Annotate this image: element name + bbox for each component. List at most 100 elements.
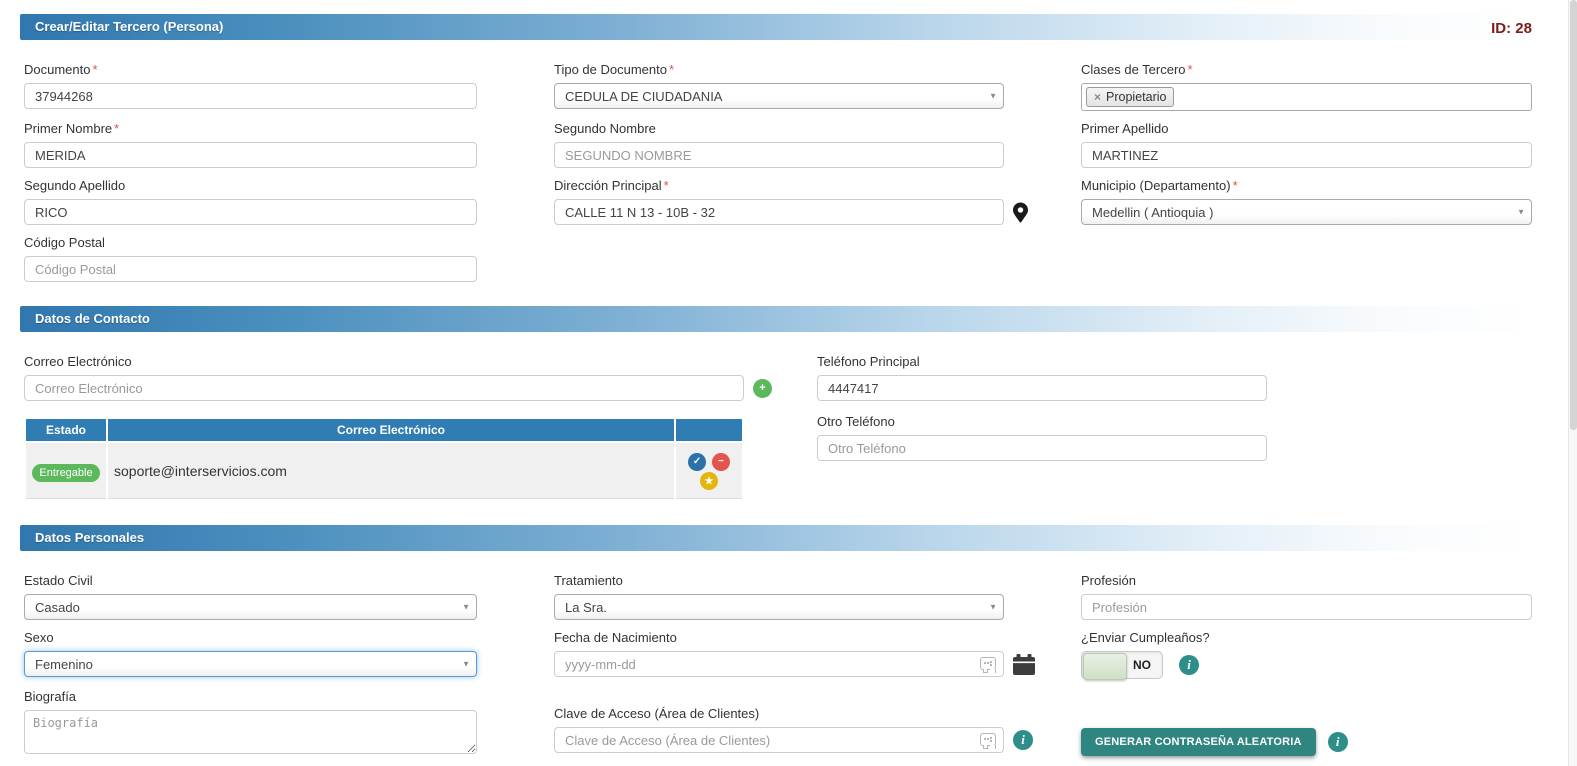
info-icon: i	[1021, 732, 1025, 747]
clave-info-button[interactable]: i	[1013, 730, 1033, 750]
sexo-value: Femenino	[35, 656, 93, 672]
telefono-principal-label: Teléfono Principal	[817, 354, 920, 369]
clases-tercero-label: Clases de Tercero *	[1081, 62, 1193, 77]
chevron-down-icon: ▼	[462, 659, 470, 669]
required-mark: *	[114, 121, 120, 136]
profesion-label: Profesión	[1081, 573, 1136, 588]
panel-title-bar: Crear/Editar Tercero (Persona)	[20, 14, 1532, 40]
scrollbar[interactable]	[1568, 0, 1577, 766]
contacto-section: Correo Electrónico + Estado Correo Elect…	[20, 332, 1532, 501]
personales-section-bar: Datos Personales	[20, 525, 1532, 551]
map-marker-icon[interactable]	[1013, 202, 1028, 223]
primer-nombre-input[interactable]	[24, 142, 477, 168]
documento-label: Documento *	[24, 62, 98, 77]
tag-propietario: × Propietario	[1086, 87, 1175, 107]
contacto-section-bar: Datos de Contacto	[20, 306, 1532, 332]
calendar-icon[interactable]	[1013, 653, 1035, 675]
otro-telefono-label: Otro Teléfono	[817, 414, 895, 429]
correo-label: Correo Electrónico	[24, 354, 132, 369]
clases-tercero-multiselect[interactable]: × Propietario	[1081, 83, 1532, 111]
tipo-documento-value: CEDULA DE CIUDADANIA	[565, 88, 723, 104]
required-mark: *	[92, 62, 98, 77]
required-mark: *	[663, 178, 669, 193]
estado-civil-select[interactable]: Casado ▼	[24, 594, 477, 620]
keepass-icon[interactable]	[980, 733, 996, 749]
form-row-4: Código Postal	[24, 235, 1532, 282]
biografia-label: Biografía	[24, 689, 77, 704]
primary-email-button[interactable]: ★	[700, 472, 718, 490]
biografia-textarea[interactable]	[24, 710, 477, 754]
info-icon: i	[1187, 657, 1191, 672]
estado-civil-label: Estado Civil	[24, 573, 93, 588]
main-form: Crear/Editar Tercero (Persona) Documento…	[20, 0, 1532, 766]
telefono-principal-input[interactable]	[817, 375, 1267, 401]
delete-email-button[interactable]: −	[711, 452, 730, 471]
generar-contrasena-button[interactable]: GENERAR CONTRASEÑA ALEATORIA	[1081, 728, 1316, 756]
verify-email-button[interactable]: ✓	[688, 452, 707, 471]
municipio-value: Medellin ( Antioquia )	[1092, 204, 1214, 220]
add-email-button[interactable]: +	[753, 378, 772, 398]
direccion-label: Dirección Principal *	[554, 178, 669, 193]
sexo-label: Sexo	[24, 630, 54, 645]
tratamiento-label: Tratamiento	[554, 573, 623, 588]
municipio-select[interactable]: Medellin ( Antioquia ) ▼	[1081, 199, 1532, 225]
personales-row-2: Sexo Femenino ▼ Fecha de Nacimiento	[24, 630, 1532, 680]
email-actions-cell: ✓ − ★	[676, 443, 742, 499]
generar-info-button[interactable]: i	[1327, 732, 1348, 752]
sexo-select[interactable]: Femenino ▼	[24, 651, 477, 677]
direccion-input[interactable]	[554, 199, 1004, 225]
tipo-documento-label: Tipo de Documento *	[554, 62, 675, 77]
identification-section: Documento* Tipo de Documento* CEDULA DE …	[20, 40, 1532, 282]
codigo-postal-label: Código Postal	[24, 235, 105, 250]
correo-input[interactable]	[24, 375, 744, 401]
record-id: ID: 28	[1491, 20, 1532, 37]
check-icon: ✓	[692, 456, 702, 467]
personales-row-3: Biografía Clave de Acceso (Área de Clien…	[24, 689, 1532, 759]
email-cell: soporte@interservicios.com	[108, 443, 674, 499]
required-mark: *	[1232, 178, 1238, 193]
tag-label: Propietario	[1106, 90, 1167, 104]
estado-civil-value: Casado	[35, 599, 80, 615]
email-table-header-correo: Correo Electrónico	[108, 419, 674, 441]
minus-icon: −	[718, 456, 724, 467]
required-mark: *	[1187, 62, 1193, 77]
tratamiento-value: La Sra.	[565, 599, 607, 615]
chevron-down-icon: ▼	[1517, 207, 1525, 217]
personales-row-1: Estado Civil Casado ▼ Tratamiento La Sra…	[24, 573, 1532, 620]
table-row: Entregable soporte@interservicios.com ✓ …	[26, 443, 742, 499]
toggle-handle	[1083, 653, 1127, 680]
primer-apellido-label: Primer Apellido	[1081, 121, 1169, 136]
required-mark: *	[668, 62, 675, 77]
enviar-cumpleanos-label: ¿Enviar Cumpleaños?	[1081, 630, 1210, 645]
email-table: Estado Correo Electrónico Entregable sop…	[24, 417, 744, 501]
enviar-cumpleanos-toggle[interactable]: NO	[1081, 651, 1163, 680]
otro-telefono-input[interactable]	[817, 435, 1267, 461]
primer-nombre-label: Primer Nombre *	[24, 121, 120, 136]
profesion-input[interactable]	[1081, 594, 1532, 620]
personales-section: Estado Civil Casado ▼ Tratamiento La Sra…	[20, 551, 1532, 759]
chevron-down-icon: ▼	[989, 91, 997, 101]
segundo-nombre-input[interactable]	[554, 142, 1004, 168]
status-badge: Entregable	[32, 463, 100, 482]
toggle-state: NO	[1133, 658, 1151, 672]
documento-input[interactable]	[24, 83, 477, 109]
cumpleanos-info-button[interactable]: i	[1179, 655, 1199, 675]
chevron-down-icon: ▼	[462, 602, 470, 612]
panel-title: Crear/Editar Tercero (Persona)	[35, 19, 224, 34]
codigo-postal-input[interactable]	[24, 256, 477, 282]
municipio-label: Municipio (Departamento) *	[1081, 178, 1238, 193]
segundo-apellido-input[interactable]	[24, 199, 477, 225]
tratamiento-select[interactable]: La Sra. ▼	[554, 594, 1004, 620]
email-table-header-estado: Estado	[26, 419, 106, 441]
remove-tag-icon[interactable]: ×	[1094, 90, 1102, 104]
clave-acceso-input[interactable]	[554, 727, 1004, 753]
primer-apellido-input[interactable]	[1081, 142, 1532, 168]
form-row-2: Primer Nombre* Segundo Nombre Primer Ape…	[24, 121, 1532, 168]
tipo-documento-select[interactable]: CEDULA DE CIUDADANIA ▼	[554, 83, 1004, 109]
datepicker-icon[interactable]	[980, 657, 996, 673]
fecha-nacimiento-input[interactable]	[554, 651, 1004, 677]
email-table-header-actions	[676, 419, 742, 441]
scrollbar-thumb[interactable]	[1570, 0, 1577, 430]
info-icon: i	[1335, 734, 1340, 749]
